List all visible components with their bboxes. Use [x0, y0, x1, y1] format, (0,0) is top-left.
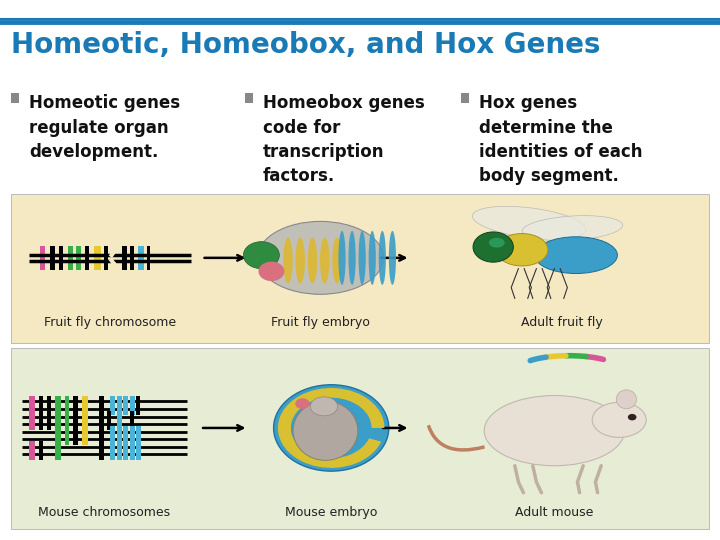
- Text: Mouse chromosomes: Mouse chromosomes: [38, 507, 171, 519]
- Circle shape: [295, 399, 310, 409]
- Bar: [59, 246, 63, 270]
- Bar: [68, 246, 73, 270]
- Bar: [136, 441, 141, 460]
- Bar: [110, 426, 115, 445]
- Ellipse shape: [484, 395, 625, 465]
- Bar: [11, 93, 19, 103]
- Bar: [130, 410, 134, 430]
- Bar: [73, 395, 78, 415]
- Bar: [82, 410, 88, 430]
- Ellipse shape: [308, 238, 318, 284]
- Bar: [136, 395, 140, 415]
- Bar: [117, 441, 122, 460]
- Wedge shape: [278, 388, 384, 468]
- Ellipse shape: [320, 238, 330, 284]
- Bar: [11, 348, 709, 529]
- Bar: [39, 441, 43, 460]
- Ellipse shape: [284, 238, 292, 284]
- Text: Fruit fly embryo: Fruit fly embryo: [271, 316, 370, 329]
- Text: Homeobox genes
code for
transcription
factors.: Homeobox genes code for transcription fa…: [263, 94, 425, 185]
- Bar: [123, 441, 128, 460]
- Ellipse shape: [348, 231, 356, 285]
- Circle shape: [628, 414, 636, 420]
- Bar: [55, 441, 61, 460]
- Bar: [117, 426, 122, 445]
- Bar: [130, 246, 134, 270]
- Bar: [147, 246, 150, 270]
- Circle shape: [274, 384, 389, 471]
- Bar: [99, 426, 104, 445]
- Ellipse shape: [534, 237, 618, 274]
- Ellipse shape: [616, 390, 636, 409]
- Text: Homeotic genes
regulate organ
development.: Homeotic genes regulate organ developmen…: [29, 94, 180, 161]
- Ellipse shape: [338, 231, 346, 285]
- Bar: [99, 410, 104, 430]
- Bar: [122, 246, 127, 270]
- Bar: [65, 395, 69, 415]
- Bar: [47, 395, 51, 415]
- Bar: [11, 194, 709, 343]
- Ellipse shape: [489, 238, 505, 247]
- Ellipse shape: [310, 397, 338, 416]
- Bar: [110, 395, 115, 415]
- Bar: [104, 246, 108, 270]
- Text: Hox genes
determine the
identities of each
body segment.: Hox genes determine the identities of ea…: [479, 94, 642, 185]
- Text: Mouse embryo: Mouse embryo: [285, 507, 377, 519]
- Circle shape: [473, 232, 513, 262]
- Bar: [99, 441, 104, 460]
- Ellipse shape: [379, 231, 386, 285]
- Bar: [50, 246, 55, 270]
- Bar: [461, 93, 469, 103]
- Ellipse shape: [293, 401, 358, 460]
- Bar: [107, 410, 111, 430]
- Bar: [117, 410, 122, 430]
- Bar: [55, 410, 61, 430]
- Bar: [39, 410, 43, 430]
- Bar: [94, 246, 101, 270]
- Bar: [29, 410, 35, 430]
- Circle shape: [258, 261, 284, 281]
- Bar: [40, 246, 45, 270]
- Bar: [110, 441, 115, 460]
- Bar: [39, 395, 43, 415]
- Ellipse shape: [258, 221, 383, 294]
- Ellipse shape: [296, 238, 305, 284]
- Bar: [82, 426, 88, 445]
- Bar: [55, 395, 61, 415]
- Bar: [55, 426, 61, 445]
- Bar: [245, 93, 253, 103]
- Text: Adult mouse: Adult mouse: [516, 507, 593, 519]
- Bar: [130, 395, 135, 415]
- Bar: [117, 395, 122, 415]
- Ellipse shape: [389, 231, 396, 285]
- Bar: [29, 441, 35, 460]
- Text: Fruit fly chromosome: Fruit fly chromosome: [44, 316, 176, 329]
- Circle shape: [243, 242, 279, 269]
- Bar: [65, 426, 69, 445]
- Bar: [99, 395, 104, 415]
- Bar: [85, 246, 89, 270]
- Text: Adult fruit fly: Adult fruit fly: [521, 316, 603, 329]
- Ellipse shape: [522, 215, 623, 241]
- Bar: [123, 395, 128, 415]
- Bar: [130, 441, 135, 460]
- Bar: [47, 410, 51, 430]
- Ellipse shape: [593, 402, 647, 437]
- Bar: [65, 410, 69, 430]
- Text: Homeotic, Homeobox, and Hox Genes: Homeotic, Homeobox, and Hox Genes: [11, 31, 600, 59]
- Bar: [73, 410, 78, 430]
- Bar: [123, 426, 128, 445]
- Bar: [130, 426, 135, 445]
- Ellipse shape: [333, 238, 342, 284]
- Ellipse shape: [369, 231, 376, 285]
- Ellipse shape: [472, 206, 586, 239]
- Ellipse shape: [359, 231, 366, 285]
- Bar: [76, 246, 81, 270]
- Bar: [29, 395, 35, 415]
- Bar: [82, 395, 88, 415]
- Bar: [138, 246, 144, 270]
- Bar: [73, 426, 78, 445]
- Ellipse shape: [496, 233, 548, 266]
- Bar: [136, 426, 141, 445]
